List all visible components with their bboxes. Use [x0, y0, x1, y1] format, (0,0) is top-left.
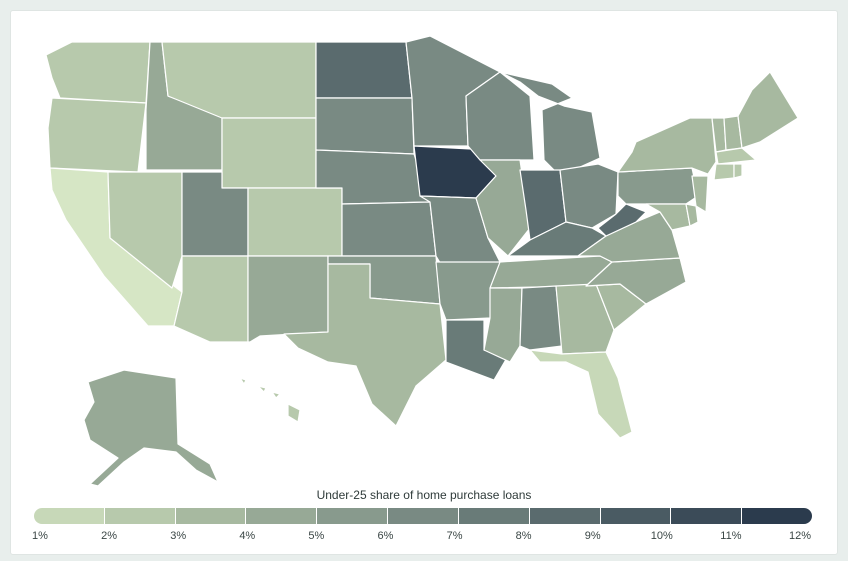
- legend-tick-label: 1%: [32, 530, 48, 542]
- state-al[interactable]: [519, 285, 563, 351]
- state-tx[interactable]: [283, 263, 447, 427]
- state-md[interactable]: [645, 203, 691, 231]
- legend-tick-label: 3%: [170, 530, 187, 542]
- state-oh[interactable]: [559, 163, 619, 229]
- state-ms[interactable]: [483, 287, 523, 363]
- legend-swatch: [388, 508, 459, 524]
- legend-swatch: [34, 508, 105, 524]
- state-wv[interactable]: [597, 203, 647, 237]
- legend-tick-label: 8%: [515, 530, 532, 542]
- state-ct[interactable]: [713, 163, 735, 181]
- state-de[interactable]: [685, 203, 699, 227]
- state-az[interactable]: [173, 255, 249, 343]
- state-ny[interactable]: [617, 117, 717, 175]
- legend-tick-label: 9%: [584, 530, 601, 542]
- state-fl[interactable]: [529, 349, 633, 439]
- state-wa[interactable]: [45, 41, 151, 104]
- state-nd[interactable]: [315, 41, 413, 99]
- legend-swatch: [104, 508, 176, 524]
- state-nj[interactable]: [691, 175, 709, 213]
- legend-title: Under-25 share of home purchase loans: [316, 488, 532, 502]
- legend-swatch: [175, 508, 247, 524]
- color-scale-bar: [34, 508, 812, 524]
- legend-swatch: [458, 508, 530, 524]
- state-nm[interactable]: [247, 255, 329, 343]
- state-ma[interactable]: [715, 147, 757, 165]
- state-nv[interactable]: [107, 171, 183, 289]
- legend-swatch: [246, 508, 318, 524]
- state-me[interactable]: [737, 71, 799, 149]
- state-pa[interactable]: [617, 167, 699, 205]
- state-ak[interactable]: [83, 369, 219, 487]
- legend-tick-label: 12%: [788, 530, 812, 542]
- legend-swatch: [600, 508, 672, 524]
- legend-tick-label: 4%: [239, 530, 256, 542]
- legend-tick-label: 11%: [720, 530, 742, 542]
- state-ar[interactable]: [435, 261, 501, 321]
- legend-tick-label: 2%: [101, 530, 118, 542]
- state-hi[interactable]: [239, 377, 301, 423]
- legend-tick-label: 6%: [377, 530, 394, 542]
- legend-tick-label: 5%: [308, 530, 325, 542]
- state-co[interactable]: [247, 187, 343, 257]
- state-or[interactable]: [47, 97, 147, 173]
- legend-tick-label: 7%: [446, 530, 463, 542]
- legend-swatch: [529, 508, 601, 524]
- legend-swatch: [317, 508, 389, 524]
- legend-tick-label: 10%: [650, 530, 673, 542]
- state-wy[interactable]: [221, 117, 317, 189]
- state-sd[interactable]: [315, 97, 415, 155]
- legend-swatch: [671, 508, 743, 524]
- state-ks[interactable]: [341, 201, 437, 257]
- state-ri[interactable]: [733, 163, 743, 179]
- legend-swatch: [742, 508, 812, 524]
